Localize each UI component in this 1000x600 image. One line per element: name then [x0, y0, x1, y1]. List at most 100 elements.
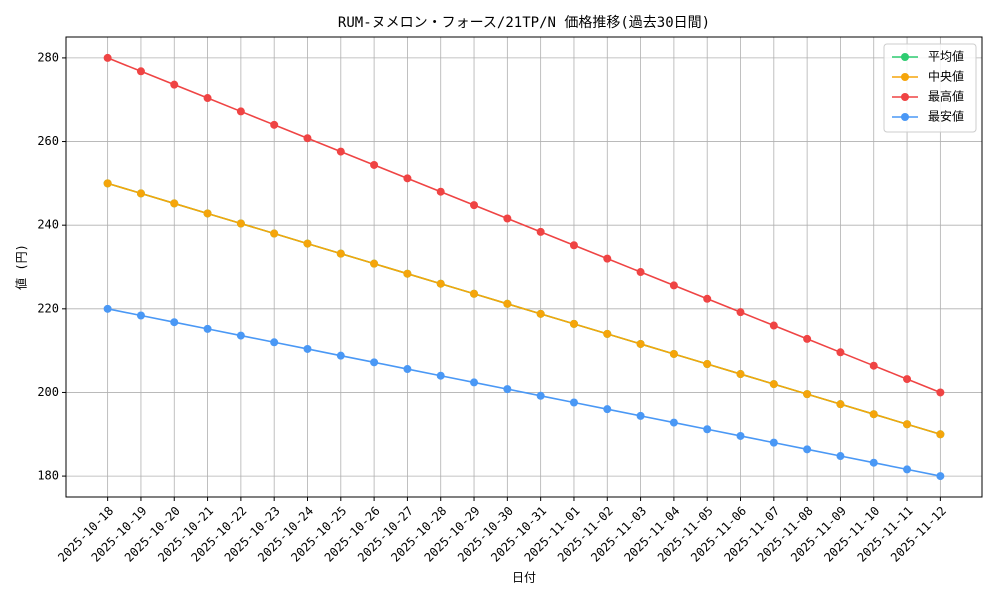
series-line: [107, 308, 941, 477]
point: [736, 308, 745, 317]
y-tick-label: 180: [37, 469, 59, 483]
legend-marker: [901, 53, 909, 61]
point: [669, 281, 678, 290]
series-line: [107, 182, 941, 436]
point: [936, 388, 945, 397]
point: [869, 361, 878, 370]
point: [270, 120, 279, 129]
point: [170, 199, 179, 208]
y-axis-label: 値 (円): [14, 244, 29, 290]
legend-marker: [901, 113, 909, 121]
point: [403, 174, 412, 183]
point: [636, 268, 645, 277]
point: [403, 365, 412, 374]
point: [636, 411, 645, 420]
y-tick-label: 220: [37, 301, 59, 315]
y-tick-label: 280: [37, 50, 59, 64]
point: [170, 80, 179, 89]
point: [370, 358, 379, 367]
point: [836, 452, 845, 461]
point: [203, 324, 212, 333]
point: [236, 331, 245, 340]
point: [436, 187, 445, 196]
legend-label: 平均値: [928, 49, 964, 64]
legend-label: 最安値: [928, 109, 964, 124]
legend-marker: [901, 93, 909, 101]
point: [769, 380, 778, 389]
point: [270, 338, 279, 347]
point: [470, 289, 479, 298]
point: [436, 371, 445, 380]
point: [903, 375, 912, 384]
point: [669, 349, 678, 358]
point: [903, 420, 912, 429]
point: [536, 309, 545, 318]
legend-label: 中央値: [928, 69, 964, 84]
point: [203, 209, 212, 218]
point: [703, 294, 712, 303]
point: [503, 214, 512, 223]
point: [103, 304, 112, 313]
point: [603, 254, 612, 263]
point: [569, 241, 578, 250]
point: [736, 370, 745, 379]
point: [603, 405, 612, 414]
point: [803, 334, 812, 343]
legend-label: 最高値: [928, 89, 964, 104]
point: [703, 360, 712, 369]
point: [336, 351, 345, 360]
point: [236, 219, 245, 228]
point: [903, 465, 912, 474]
point: [703, 425, 712, 434]
point: [136, 311, 145, 320]
point: [203, 94, 212, 103]
point: [336, 249, 345, 258]
point: [103, 179, 112, 188]
point: [803, 445, 812, 454]
point: [470, 201, 479, 210]
y-tick-label: 200: [37, 385, 59, 399]
point: [603, 329, 612, 338]
point: [303, 344, 312, 353]
y-tick-label: 260: [37, 134, 59, 148]
point: [669, 418, 678, 427]
point: [536, 227, 545, 236]
point: [370, 259, 379, 268]
point: [869, 410, 878, 419]
point: [769, 321, 778, 330]
point: [569, 398, 578, 407]
point: [370, 160, 379, 169]
series-line: [107, 57, 941, 394]
point: [303, 134, 312, 143]
y-tick-label: 240: [37, 218, 59, 232]
point: [636, 339, 645, 348]
legend-marker: [901, 73, 909, 81]
point: [170, 318, 179, 327]
point: [869, 458, 878, 467]
point: [569, 319, 578, 328]
point: [336, 147, 345, 156]
point: [736, 431, 745, 440]
point: [836, 348, 845, 357]
point: [503, 385, 512, 394]
point: [436, 279, 445, 288]
point: [803, 390, 812, 399]
point: [536, 391, 545, 400]
point: [103, 53, 112, 62]
point: [303, 239, 312, 248]
point: [836, 400, 845, 409]
point: [503, 299, 512, 308]
point: [936, 472, 945, 481]
point: [136, 189, 145, 198]
point: [136, 67, 145, 76]
point: [236, 107, 245, 116]
plot-frame: [65, 36, 983, 498]
chart-title: RUM-ヌメロン・フォース/21TP/N 価格推移(過去30日間): [338, 15, 710, 31]
point: [470, 378, 479, 387]
point: [936, 430, 945, 439]
legend-frame: [883, 43, 977, 133]
point: [769, 438, 778, 447]
